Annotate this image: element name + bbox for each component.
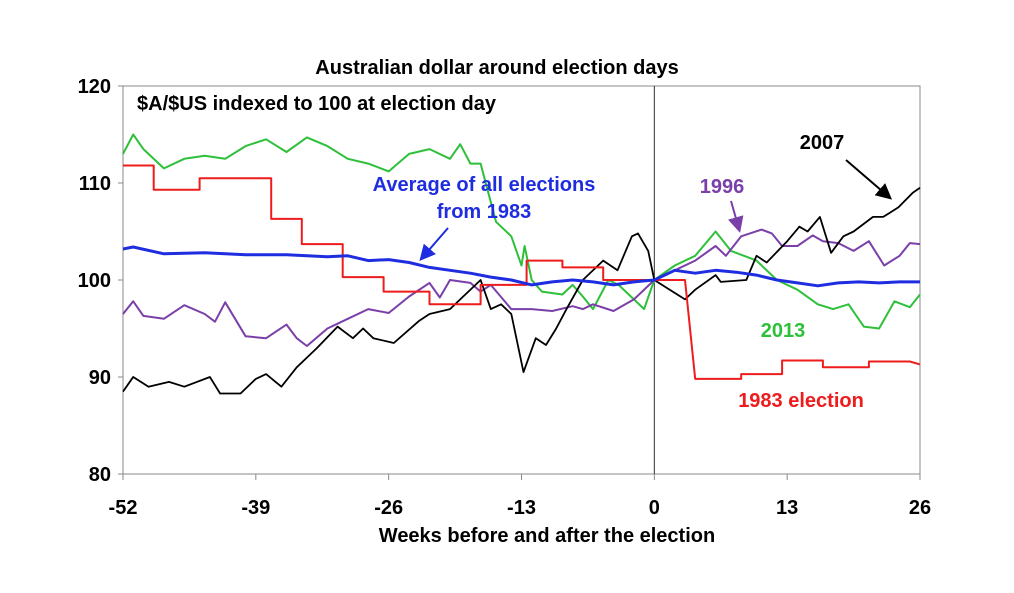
annotation-average-arrow (419, 227, 449, 262)
y-tick-label: 110 (79, 173, 111, 195)
series-line-average-of-all-elections-from-1983 (122, 245, 920, 288)
x-tick-label: -26 (374, 497, 403, 519)
x-tick-label: -52 (109, 497, 138, 519)
annotation-average-line2: from 1983 (437, 201, 532, 223)
chart-title: Australian dollar around election days (315, 57, 678, 79)
annotation-1996: 1996 (700, 176, 745, 233)
x-tick-label: 13 (776, 497, 798, 519)
chart-subtitle: $A/$US indexed to 100 at election day (137, 93, 497, 115)
series-line-1983-election (123, 164, 921, 380)
annotation-1983: 1983 election (738, 390, 864, 412)
series-line-1996 (122, 228, 921, 347)
annotation-1996-label: 1996 (700, 176, 745, 198)
annotation-2007: 2007 (800, 132, 893, 200)
y-tick-label: 90 (89, 367, 111, 389)
x-tick-label: -39 (241, 497, 270, 519)
y-tick-label: 80 (89, 464, 111, 486)
annotation-2013: 2013 (761, 320, 806, 342)
x-tick-label: 26 (909, 497, 931, 519)
x-axis-label: Weeks before and after the election (379, 525, 715, 547)
annotation-2007-label: 2007 (800, 132, 845, 154)
x-tick-label: 0 (649, 497, 660, 519)
annotation-2007-arrow (845, 159, 893, 200)
annotation-average: Average of all elections from 1983 (373, 174, 596, 262)
x-tick-label: -13 (507, 497, 536, 519)
series-line-2013 (122, 133, 921, 330)
y-tick-label: 120 (78, 76, 111, 98)
y-tick-label: 100 (78, 270, 111, 292)
series-line-2007 (122, 187, 921, 395)
annotation-1996-arrow (728, 200, 744, 233)
annotation-average-line1: Average of all elections (373, 174, 596, 196)
